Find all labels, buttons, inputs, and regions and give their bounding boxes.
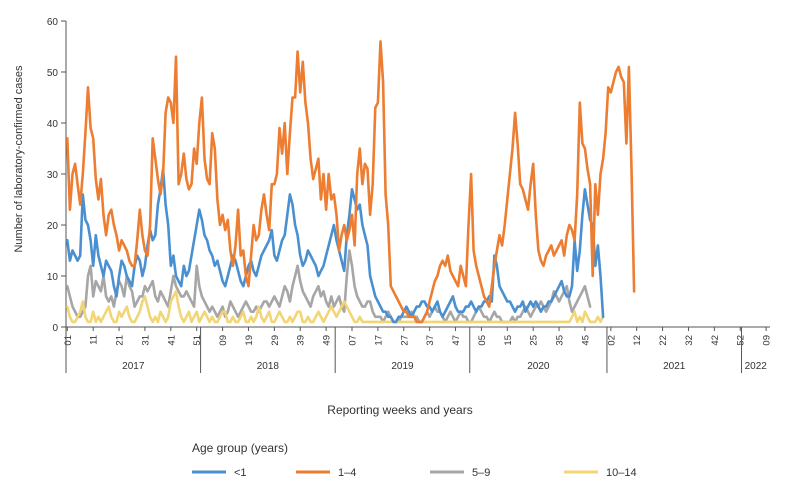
series-line <box>66 289 605 324</box>
series-line <box>66 167 605 324</box>
year-label: 2020 <box>527 361 550 372</box>
x-week-tick-label: 45 <box>580 335 591 346</box>
x-axis-label: Reporting weeks and years <box>327 403 472 417</box>
legend-title: Age group (years) <box>192 441 288 455</box>
y-tick-label: 20 <box>47 221 59 232</box>
x-week-tick-label: 35 <box>555 335 566 346</box>
x-week-tick-label: 02 <box>606 335 617 346</box>
x-week-tick-label: 07 <box>348 335 359 346</box>
y-tick-label: 60 <box>47 17 59 28</box>
year-label: 2019 <box>391 361 414 372</box>
x-week-tick-label: 47 <box>451 335 462 346</box>
year-label: 2021 <box>663 361 686 372</box>
x-week-tick-label: 09 <box>218 335 229 346</box>
axes: 0 10 20 30 40 50 60 01 11 21 31 41 51 09 19 29 39 49 07 17 2… <box>47 17 773 373</box>
x-week-tick-label: 12 <box>632 335 643 346</box>
y-tick-label: 40 <box>47 119 59 130</box>
legend-label: 1–4 <box>338 467 356 479</box>
x-week-tick-label: 32 <box>684 335 695 346</box>
legend-label: 10–14 <box>606 467 637 479</box>
series-line <box>66 40 636 324</box>
x-week-tick-label: 49 <box>322 335 333 346</box>
year-label: 2022 <box>745 361 768 372</box>
x-week-tick-label: 15 <box>503 335 514 346</box>
x-week-tick-label: 37 <box>425 335 436 346</box>
year-label: 2018 <box>257 361 280 372</box>
legend: <1 1–4 5–9 10–14 <box>192 467 637 479</box>
x-week-tick-label: 19 <box>244 335 255 346</box>
x-week-tick-label: 17 <box>373 335 384 346</box>
legend-label: <1 <box>234 467 247 479</box>
x-week-tick-label: 09 <box>762 335 773 346</box>
x-week-tick-label: 21 <box>115 335 126 346</box>
x-week-tick-label: 25 <box>529 335 540 346</box>
x-week-tick-label: 05 <box>477 335 488 346</box>
x-week-tick-label: 41 <box>166 335 177 346</box>
x-week-tick-label: 22 <box>658 335 669 346</box>
y-tick-label: 50 <box>47 68 59 79</box>
x-week-tick-label: 39 <box>296 335 307 346</box>
y-tick-label: 0 <box>52 323 58 334</box>
year-label: 2017 <box>122 361 145 372</box>
x-week-tick-label: 11 <box>89 335 100 345</box>
x-week-tick-label: 42 <box>710 335 721 346</box>
y-axis-label: Number of laboratory-confirmed cases <box>13 65 25 253</box>
legend-label: 5–9 <box>472 467 490 479</box>
y-tick-label: 10 <box>47 272 59 283</box>
x-week-tick-label: 51 <box>192 335 203 346</box>
x-week-tick-label: 29 <box>270 335 281 346</box>
series-layer <box>66 40 636 324</box>
x-week-tick-label: 01 <box>63 335 74 346</box>
x-week-tick-label: 31 <box>140 335 151 346</box>
y-tick-label: 30 <box>47 170 59 181</box>
x-week-tick-label: 27 <box>399 335 410 346</box>
